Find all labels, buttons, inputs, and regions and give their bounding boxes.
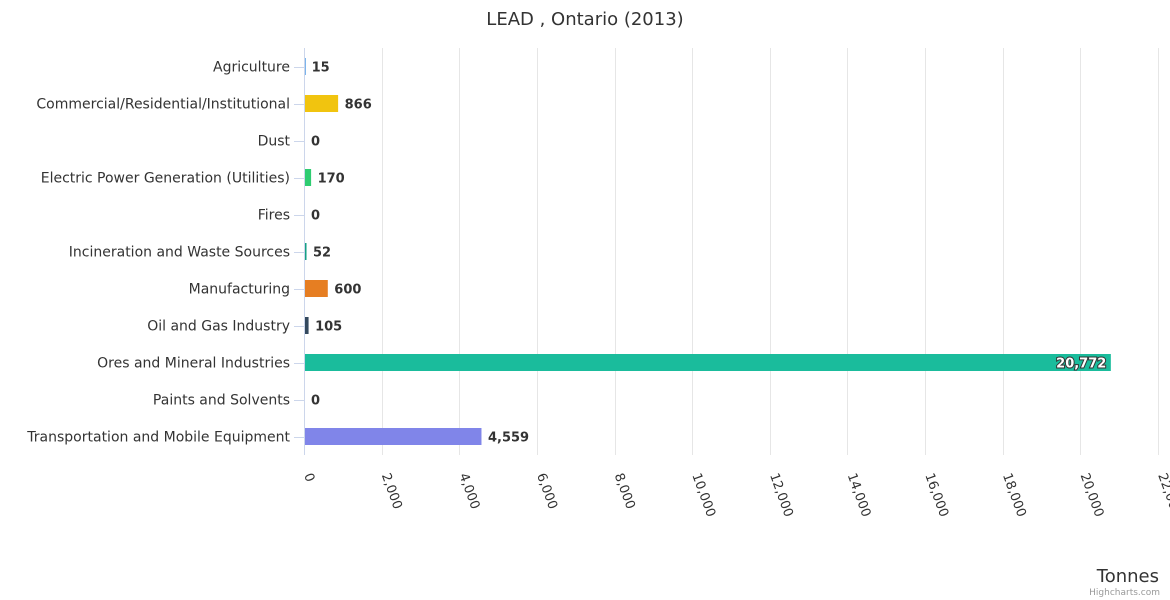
data-label: 0 bbox=[311, 209, 320, 224]
data-label: 170 bbox=[318, 172, 345, 187]
bar[interactable] bbox=[304, 243, 307, 260]
bar[interactable] bbox=[304, 428, 482, 445]
category-label: Dust bbox=[258, 134, 291, 150]
bar[interactable] bbox=[304, 58, 307, 75]
bar[interactable] bbox=[304, 169, 312, 186]
value-tick-label: 8,000 bbox=[611, 471, 638, 511]
value-tick-label: 10,000 bbox=[688, 471, 718, 519]
category-label: Oil and Gas Industry bbox=[147, 319, 290, 335]
value-tick-label: 16,000 bbox=[921, 471, 951, 519]
category-label: Commercial/Residential/Institutional bbox=[36, 97, 290, 113]
value-tick-label: 4,000 bbox=[456, 471, 483, 511]
category-axis: Agriculture Commercial/Residential/Instit… bbox=[26, 48, 305, 455]
data-label: 15 bbox=[312, 61, 330, 76]
category-label: Transportation and Mobile Equipment bbox=[26, 430, 290, 446]
bars bbox=[304, 58, 1111, 445]
bar[interactable] bbox=[304, 317, 309, 334]
category-label: Fires bbox=[258, 208, 290, 224]
value-tick-label: 6,000 bbox=[533, 471, 560, 511]
category-label: Manufacturing bbox=[189, 282, 290, 298]
value-tick-label: 22,000 bbox=[1154, 471, 1170, 519]
value-axis: 0 2,000 4,000 6,000 8,000 10,000 12,000 14,000 1… bbox=[300, 471, 1170, 519]
value-tick-label: 2,000 bbox=[378, 471, 405, 511]
data-label: 0 bbox=[311, 394, 320, 409]
value-tick-label: 20,000 bbox=[1077, 471, 1107, 519]
bar[interactable] bbox=[304, 280, 328, 297]
data-label: 0 bbox=[311, 135, 320, 150]
data-label: 20,772 bbox=[1056, 357, 1106, 372]
data-label: 52 bbox=[313, 246, 331, 261]
category-label: Electric Power Generation (Utilities) bbox=[41, 171, 290, 187]
category-label: Agriculture bbox=[213, 60, 290, 76]
data-label: 105 bbox=[315, 320, 342, 335]
chart-title: LEAD , Ontario (2013) bbox=[486, 9, 683, 30]
bar[interactable] bbox=[304, 95, 339, 112]
value-axis-title: Tonnes bbox=[1096, 566, 1159, 587]
category-label: Ores and Mineral Industries bbox=[97, 356, 290, 372]
value-tick-label: 18,000 bbox=[999, 471, 1029, 519]
value-tick-label: 14,000 bbox=[844, 471, 874, 519]
grid-lines bbox=[382, 48, 1159, 455]
credits-link[interactable]: Highcharts.com bbox=[1089, 588, 1160, 598]
bar[interactable] bbox=[304, 354, 1111, 371]
data-label: 866 bbox=[345, 98, 372, 113]
category-label: Paints and Solvents bbox=[153, 393, 290, 409]
data-label: 4,559 bbox=[488, 431, 529, 446]
data-labels: 15 866 0 170 0 52 600 105 20,772 0 4,559 bbox=[311, 61, 1107, 446]
category-label: Incineration and Waste Sources bbox=[69, 245, 290, 261]
data-label: 600 bbox=[334, 283, 361, 298]
value-tick-label: 0 bbox=[300, 471, 317, 484]
value-tick-label: 12,000 bbox=[766, 471, 796, 519]
